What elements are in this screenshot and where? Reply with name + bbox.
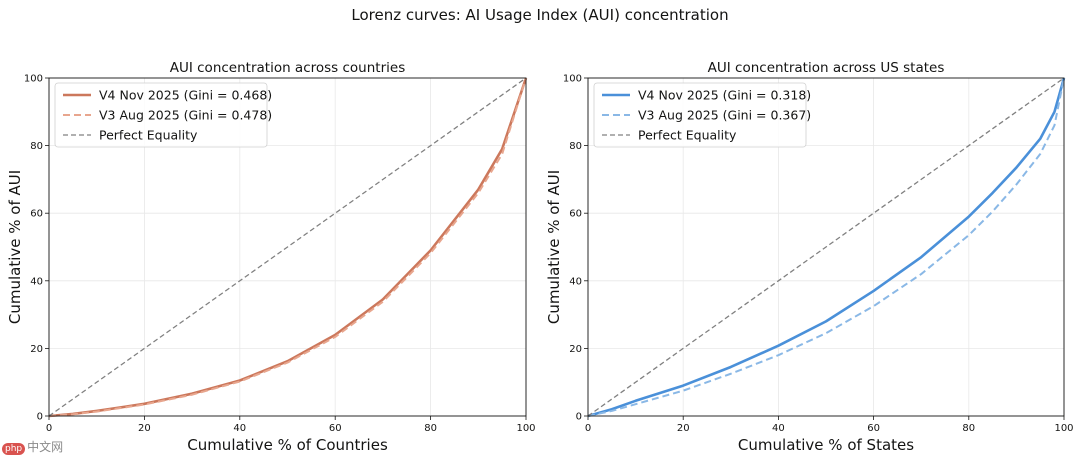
countries-chart-panel: 0 20 40 60 80 100 0 20 40 60 80 100 AUI concentratio…	[6, 60, 536, 454]
x-tick-label: 100	[1054, 423, 1073, 434]
chart-title: AUI concentration across countries	[170, 60, 405, 76]
axes-frame	[48, 77, 527, 417]
y-tick-label: 40	[569, 276, 582, 287]
y-axis-label: Cumulative % of AUI	[545, 170, 563, 324]
y-tick-label: 20	[569, 344, 582, 355]
figure-title: Lorenz curves: AI Usage Index (AUI) conc…	[351, 6, 728, 24]
series-line	[48, 77, 527, 417]
legend-label: V4 Nov 2025 (Gini = 0.468)	[99, 88, 272, 103]
legend-label: V4 Nov 2025 (Gini = 0.318)	[638, 88, 811, 103]
x-tick-label: 0	[46, 423, 52, 434]
y-tick-label: 100	[563, 74, 582, 85]
states-chart-panel: 0 20 40 60 80 100 0 20 40 60 80 100 AUI concentratio…	[545, 60, 1074, 454]
x-tick-label: 100	[516, 423, 535, 434]
x-tick-label: 20	[677, 423, 690, 434]
y-tick-label: 100	[24, 74, 43, 85]
x-tick-label: 40	[772, 423, 785, 434]
x-tick-label: 60	[329, 423, 342, 434]
series-line	[587, 77, 1066, 418]
watermark-logo: php	[2, 443, 26, 455]
y-tick-label: 20	[30, 344, 43, 355]
equality-line	[587, 77, 1065, 417]
legend-label: V3 Aug 2025 (Gini = 0.478)	[99, 108, 272, 123]
x-tick-label: 80	[424, 423, 437, 434]
y-axis-label: Cumulative % of AUI	[6, 170, 24, 324]
x-tick-label: 80	[962, 423, 975, 434]
x-tick-label: 40	[233, 423, 246, 434]
x-tick-label: 0	[585, 423, 591, 434]
watermark: php 中文网	[2, 438, 63, 455]
legend-box	[54, 82, 268, 148]
y-tick-label: 40	[30, 276, 43, 287]
x-axis-label: Cumulative % of States	[738, 436, 914, 454]
equality-line	[48, 77, 527, 417]
chart-title: AUI concentration across US states	[708, 60, 945, 76]
legend-label: V3 Aug 2025 (Gini = 0.367)	[638, 108, 811, 123]
axes-frame	[587, 77, 1065, 417]
y-tick-label: 60	[569, 209, 582, 220]
legend-box	[593, 82, 807, 148]
legend-label: Perfect Equality	[99, 128, 198, 143]
watermark-text: 中文网	[27, 440, 64, 454]
x-tick-label: 60	[867, 423, 880, 434]
x-tick-label: 20	[138, 423, 151, 434]
y-tick-label: 0	[37, 412, 43, 423]
y-tick-label: 0	[576, 412, 582, 423]
y-tick-label: 80	[569, 141, 582, 152]
series-line	[587, 77, 1065, 417]
legend-label: Perfect Equality	[638, 128, 737, 143]
x-axis-label: Cumulative % of Countries	[187, 436, 388, 454]
y-tick-label: 80	[30, 141, 43, 152]
y-tick-label: 60	[30, 209, 43, 220]
